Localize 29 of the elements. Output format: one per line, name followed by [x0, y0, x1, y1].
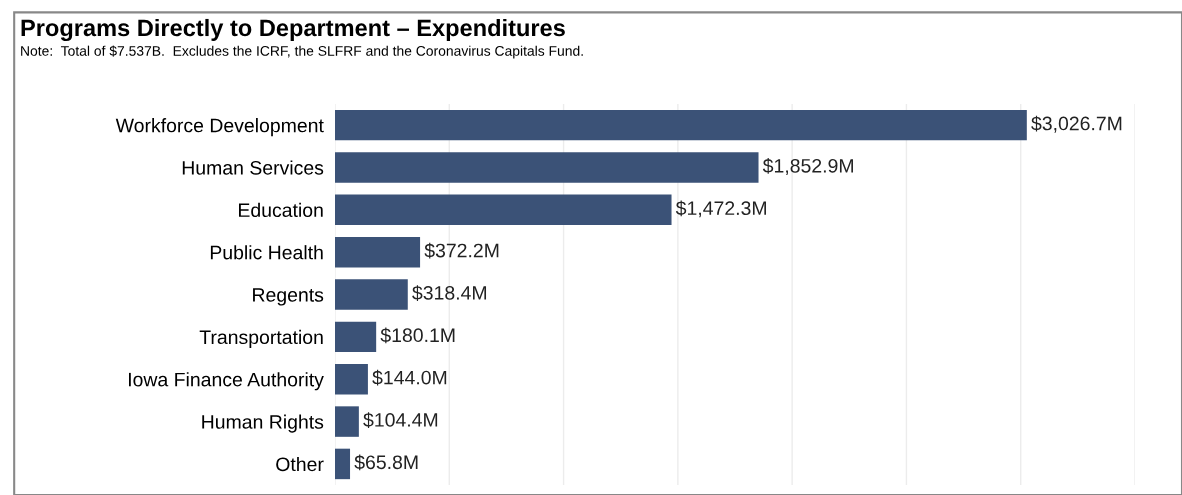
chart-title: Programs Directly to Department – Expenditures	[21, 18, 565, 42]
bar	[335, 109, 1027, 141]
bar	[335, 448, 351, 480]
data-label: $3,026.7M	[1031, 115, 1122, 133]
data-label: $104.4M	[363, 412, 438, 428]
bar	[335, 321, 377, 353]
y-tick-label: Regents	[253, 288, 324, 306]
y-tick-label: Workforce Development	[115, 118, 324, 137]
data-label: $144.0M	[372, 369, 447, 386]
y-tick-label: Education	[239, 202, 323, 218]
data-label: $1,852.9M	[762, 158, 853, 175]
y-tick-label: Iowa Finance Authority	[128, 372, 324, 391]
bar	[335, 236, 421, 268]
y-tick-label: Human Services	[182, 160, 324, 175]
bar	[335, 152, 759, 183]
data-label: $1,472.3M	[675, 200, 766, 218]
y-tick-label: Transportation	[199, 329, 323, 348]
data-label: $318.4M	[412, 285, 487, 301]
data-label: $372.2M	[424, 242, 499, 259]
y-tick-label: Public Health	[210, 245, 323, 260]
y-tick-label: Human Rights	[202, 414, 324, 433]
y-tick-label: Other	[276, 456, 324, 472]
bar	[335, 194, 672, 226]
data-label: $180.1M	[380, 327, 455, 344]
bar	[335, 406, 359, 437]
chart-subtitle: Note: Total of $7.537B. Excludes the ICRF, the SLFRF and the Coronavirus Capitals Fund.	[21, 45, 583, 59]
bar	[335, 279, 408, 310]
data-label: $65.8M	[354, 454, 418, 471]
bar	[335, 363, 368, 395]
